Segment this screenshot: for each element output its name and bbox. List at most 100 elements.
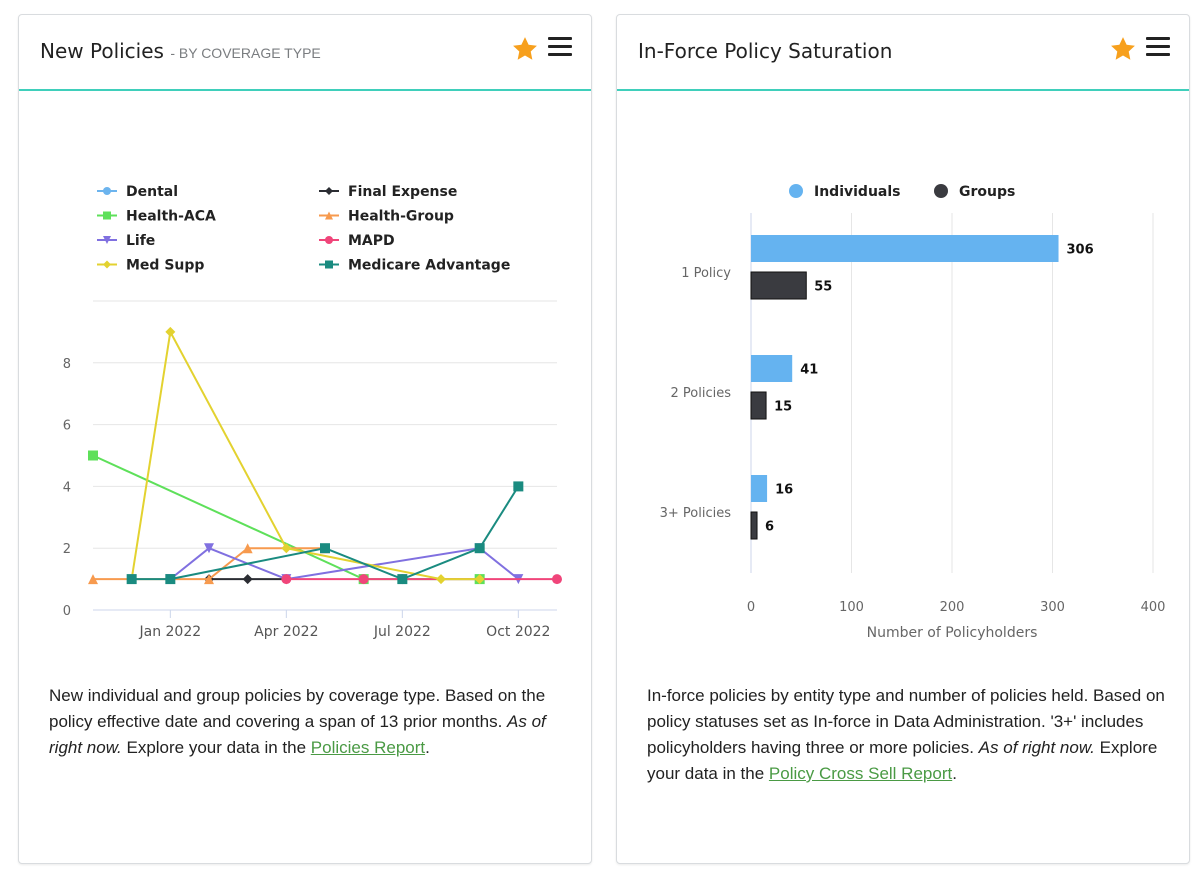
legend-item-individuals: Individuals	[789, 184, 901, 200]
x-tick-label: 200	[940, 600, 965, 615]
category-3-policies: 3+ Policies 16 6	[660, 475, 793, 540]
legend-item-life: Life	[97, 233, 155, 249]
legend-label: Dental	[126, 184, 178, 200]
legend-label: Med Supp	[126, 258, 204, 274]
legend-marker-icon	[325, 260, 333, 269]
y-grid: 0 2 4 6 8	[63, 300, 557, 619]
legend-label: Final Expense	[348, 184, 457, 200]
data-point	[436, 574, 446, 585]
data-point	[165, 326, 176, 337]
x-tick-label: Apr 2022	[254, 624, 318, 640]
hamburger-menu-icon[interactable]	[548, 37, 572, 59]
line-chart: Dental Final Expense Health-ACA Health-Grou…	[63, 184, 562, 640]
legend-marker-icon	[103, 187, 111, 195]
y-tick-label: 2	[63, 542, 71, 557]
legend-label: Life	[126, 233, 155, 249]
policy-cross-sell-report-link[interactable]: Policy Cross Sell Report	[768, 764, 953, 783]
data-point	[358, 574, 369, 585]
bar-chart-area: Individuals Groups 0 100 200 300 400 Number of …	[617, 91, 1189, 661]
card-header: New Policies - BY COVERAGE TYPE	[19, 15, 591, 91]
bar-groups	[750, 511, 758, 540]
data-point	[281, 574, 292, 585]
card-title: In-Force Policy Saturation	[638, 39, 892, 63]
legend-label: Health-ACA	[126, 209, 216, 225]
x-tick-label: 300	[1040, 600, 1065, 615]
description-text: Explore your data in the	[647, 738, 1158, 783]
y-category-label: 2 Policies	[671, 386, 732, 401]
data-label: 41	[800, 363, 818, 378]
series-med-supp	[126, 326, 485, 585]
bar-groups	[750, 271, 807, 300]
x-tick-label: Oct 2022	[486, 624, 550, 640]
y-category-label: 1 Policy	[681, 266, 731, 281]
star-icon[interactable]	[511, 35, 539, 63]
hamburger-menu-icon[interactable]	[1146, 37, 1170, 59]
y-category-label: 3+ Policies	[660, 506, 732, 521]
data-point	[242, 543, 253, 554]
data-point	[88, 574, 98, 585]
legend-marker-icon	[103, 211, 111, 220]
series-life	[165, 543, 524, 585]
x-tick-label: Jul 2022	[373, 624, 431, 640]
data-point	[88, 450, 98, 461]
chart-legend: Individuals Groups	[789, 184, 1015, 200]
bar-individuals	[751, 475, 768, 502]
chart-legend: Dental Final Expense Health-ACA Health-Grou…	[97, 184, 510, 274]
legend-marker-icon	[325, 187, 333, 195]
data-label: 15	[774, 400, 792, 415]
bar-groups	[750, 391, 767, 420]
legend-marker-icon	[325, 211, 333, 220]
star-icon[interactable]	[1109, 35, 1137, 63]
legend-marker-icon	[103, 236, 111, 244]
description-text: .	[952, 764, 957, 783]
y-tick-label: 6	[63, 419, 71, 434]
legend-marker-icon	[789, 184, 803, 198]
category-2-policies: 2 Policies 41 15	[671, 355, 818, 420]
card-description: New individual and group policies by cov…	[49, 683, 569, 761]
series-line	[130, 328, 480, 581]
data-point	[513, 481, 524, 492]
line-chart-area: Dental Final Expense Health-ACA Health-Grou…	[19, 91, 591, 661]
description-timestamp: As of right now.	[978, 738, 1095, 757]
data-point	[165, 574, 176, 585]
x-axis-title: Number of Policyholders	[867, 625, 1038, 641]
policies-report-link[interactable]: Policies Report	[310, 738, 426, 757]
series-line	[92, 454, 480, 581]
data-label: 6	[765, 520, 774, 535]
description-text: .	[425, 738, 430, 757]
x-tick-label: 100	[839, 600, 864, 615]
card-header: In-Force Policy Saturation	[617, 15, 1189, 91]
data-point	[320, 543, 330, 554]
description-text: In-force policies by entity type and num…	[647, 686, 1165, 757]
x-axis: Jan 2022 Apr 2022 Jul 2022 Oct 2022	[138, 610, 550, 640]
description-text: Explore your data in the	[121, 738, 311, 757]
legend-item-dental: Dental	[97, 184, 178, 200]
bar-individuals	[751, 235, 1059, 262]
data-label: 306	[1067, 243, 1094, 258]
data-point	[552, 574, 562, 585]
y-tick-label: 4	[63, 480, 71, 495]
legend-marker-icon	[325, 236, 333, 244]
card-title-text: New Policies	[40, 39, 164, 63]
data-point	[474, 543, 485, 554]
legend-label: MAPD	[348, 233, 395, 249]
series-medicare-advantage	[126, 481, 524, 585]
legend-item-medicare-advantage: Medicare Advantage	[319, 258, 510, 274]
data-label: 55	[814, 280, 832, 295]
bar-chart: Individuals Groups 0 100 200 300 400 Number of …	[660, 184, 1166, 641]
card-description: In-force policies by entity type and num…	[647, 683, 1167, 787]
legend-label: Health-Group	[348, 209, 454, 225]
legend-item-health-group: Health-Group	[319, 209, 454, 225]
legend-marker-icon	[103, 260, 111, 269]
series-line	[131, 485, 520, 581]
y-tick-label: 8	[63, 357, 71, 372]
legend-label: Medicare Advantage	[348, 258, 510, 274]
card-subtitle: - BY COVERAGE TYPE	[170, 45, 321, 61]
in-force-saturation-card: In-Force Policy Saturation Individuals Gr…	[616, 14, 1190, 864]
x-tick-label: 400	[1141, 600, 1166, 615]
x-grid: 0 100 200 300 400	[747, 213, 1166, 615]
new-policies-card: New Policies - BY COVERAGE TYPE Dental Fi…	[18, 14, 592, 864]
legend-item-final-expense: Final Expense	[319, 184, 457, 200]
data-point	[126, 574, 137, 585]
data-point	[204, 574, 214, 585]
